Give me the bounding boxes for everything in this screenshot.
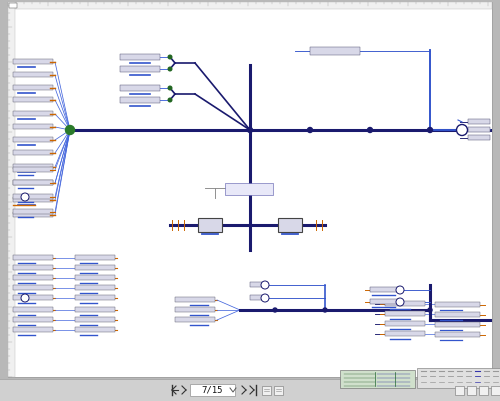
- Bar: [13, 275, 53, 280]
- Circle shape: [248, 128, 252, 132]
- Bar: [13, 137, 53, 142]
- Bar: [385, 311, 425, 316]
- Bar: [13, 111, 53, 116]
- Bar: [262, 386, 271, 395]
- Circle shape: [308, 128, 312, 132]
- Circle shape: [428, 308, 432, 312]
- Circle shape: [261, 294, 269, 302]
- Bar: [467, 386, 476, 395]
- Bar: [491, 386, 500, 395]
- Circle shape: [368, 128, 372, 132]
- Bar: [13, 164, 53, 169]
- Bar: [13, 167, 53, 172]
- Bar: [120, 97, 160, 103]
- Circle shape: [396, 286, 404, 294]
- Bar: [385, 301, 425, 306]
- Bar: [274, 386, 283, 395]
- Circle shape: [396, 298, 404, 306]
- Bar: [13, 295, 53, 300]
- Circle shape: [21, 193, 29, 201]
- Bar: [0, 379, 500, 401]
- Bar: [198, 218, 222, 232]
- Bar: [13, 72, 53, 77]
- Bar: [120, 85, 160, 91]
- Bar: [435, 322, 480, 327]
- Bar: [13, 265, 53, 270]
- Bar: [190, 384, 235, 396]
- Bar: [13, 307, 53, 312]
- Bar: [13, 97, 53, 102]
- Circle shape: [261, 281, 269, 289]
- Circle shape: [168, 98, 172, 102]
- Bar: [278, 218, 302, 232]
- Text: 7/15: 7/15: [201, 385, 223, 395]
- Bar: [13, 59, 53, 64]
- Circle shape: [21, 294, 29, 302]
- Bar: [13, 85, 53, 90]
- Bar: [13, 285, 53, 290]
- Bar: [8, 2, 492, 9]
- Bar: [175, 317, 215, 322]
- Bar: [8, 2, 15, 377]
- Bar: [435, 312, 480, 317]
- Bar: [13, 317, 53, 322]
- Circle shape: [273, 308, 277, 312]
- Circle shape: [323, 308, 327, 312]
- Bar: [75, 295, 115, 300]
- Circle shape: [66, 126, 74, 134]
- Bar: [250, 282, 262, 287]
- Bar: [13, 150, 53, 155]
- Bar: [370, 299, 400, 304]
- Bar: [13, 180, 53, 185]
- Bar: [468, 127, 490, 132]
- Bar: [468, 135, 490, 140]
- Bar: [340, 370, 415, 388]
- Bar: [13, 327, 53, 332]
- Bar: [75, 327, 115, 332]
- Bar: [175, 307, 215, 312]
- Bar: [13, 212, 53, 217]
- Bar: [435, 332, 480, 337]
- Bar: [13, 209, 53, 214]
- Bar: [75, 275, 115, 280]
- Bar: [468, 119, 490, 124]
- Bar: [370, 287, 400, 292]
- Bar: [75, 255, 115, 260]
- Bar: [13, 180, 53, 185]
- Bar: [9, 3, 17, 8]
- Bar: [13, 255, 53, 260]
- Bar: [75, 307, 115, 312]
- Bar: [225, 183, 273, 195]
- Bar: [455, 386, 464, 395]
- Bar: [250, 295, 262, 300]
- Bar: [175, 297, 215, 302]
- Bar: [13, 197, 53, 202]
- Bar: [75, 265, 115, 270]
- Circle shape: [168, 55, 172, 59]
- Bar: [385, 331, 425, 336]
- Bar: [13, 124, 53, 129]
- Circle shape: [168, 67, 172, 71]
- Bar: [120, 54, 160, 60]
- Bar: [75, 285, 115, 290]
- Circle shape: [168, 86, 172, 90]
- Circle shape: [456, 124, 468, 136]
- Bar: [479, 386, 488, 395]
- Bar: [120, 66, 160, 72]
- Bar: [417, 368, 500, 388]
- Bar: [13, 194, 53, 199]
- Bar: [435, 302, 480, 307]
- Bar: [75, 317, 115, 322]
- Circle shape: [428, 128, 432, 132]
- Bar: [385, 321, 425, 326]
- Bar: [310, 47, 360, 55]
